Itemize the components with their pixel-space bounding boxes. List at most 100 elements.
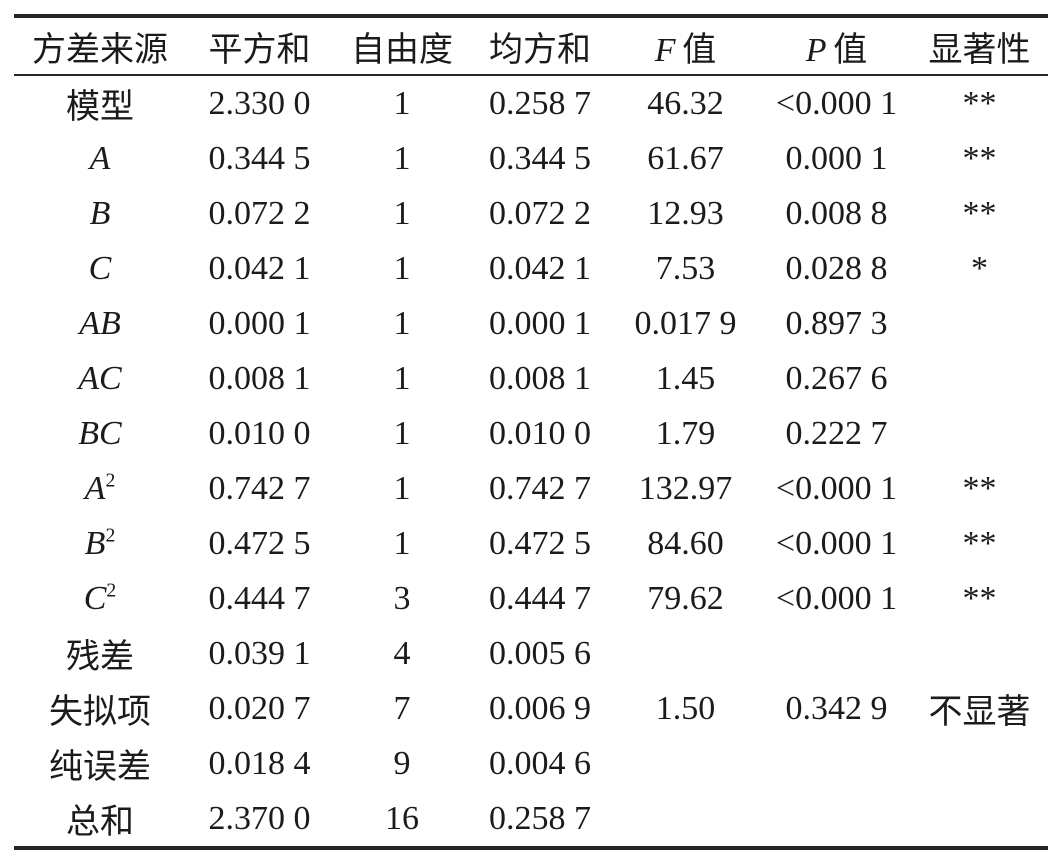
cell-p-value: 0.028 8: [785, 249, 888, 287]
cell-significance: 不显著: [928, 694, 1031, 731]
cell-df: 1: [393, 139, 411, 177]
cell-sum-squares: 0.344 5: [208, 139, 311, 177]
cell-df: 16: [385, 799, 419, 837]
cell-source: AB: [79, 304, 121, 342]
cell-df: 1: [393, 304, 411, 342]
cell-significance: **: [962, 469, 997, 507]
cell-significance: *: [971, 249, 988, 287]
cell-p-value: 0.342 9: [785, 689, 888, 727]
cell-significance: [911, 351, 1048, 406]
anova-table: 方差来源 平方和 自由度 均方和 F 值 P 值 显著性 模型 2.330 0 1 0.25…: [14, 14, 1048, 850]
cell-significance: **: [962, 139, 997, 177]
table-row: 失拟项 0.020 7 7 0.006 9 1.50 0.342 9 不显著: [14, 681, 1048, 736]
cell-mean-square: 0.444 7: [489, 579, 591, 617]
table-row: 纯误差 0.018 4 9 0.004 6: [14, 736, 1048, 791]
cell-mean-square: 0.472 5: [489, 524, 591, 562]
cell-f-value: 0.017 9: [634, 304, 737, 342]
column-header: 方差来源: [32, 31, 168, 69]
cell-p-value: 0.008 8: [785, 194, 888, 232]
cell-significance: **: [962, 194, 997, 232]
cell-source: A2: [84, 469, 116, 507]
table-row: 总和 2.370 0 16 0.258 7: [14, 791, 1048, 848]
cell-df: 3: [393, 579, 411, 617]
cell-source: AC: [78, 359, 122, 397]
cell-p-value: <0.000 1: [775, 84, 898, 122]
cell-significance: **: [962, 84, 997, 122]
cell-mean-square: 0.072 2: [489, 194, 591, 232]
column-header: 显著性: [928, 31, 1031, 69]
cell-p-value: <0.000 1: [775, 469, 898, 507]
cell-sum-squares: 2.370 0: [208, 799, 311, 837]
cell-significance: [911, 791, 1048, 848]
table-row: B 0.072 2 1 0.072 2 12.93 0.008 8 **: [14, 186, 1048, 241]
table-row: A2 0.742 7 1 0.742 7 132.97 <0.000 1 **: [14, 461, 1048, 516]
anova-table-container: 方差来源 平方和 自由度 均方和 F 值 P 值 显著性 模型 2.330 0 1 0.25…: [14, 14, 1048, 850]
cell-source: 总和: [66, 804, 134, 841]
cell-df: 1: [393, 249, 411, 287]
cell-significance: **: [962, 579, 997, 617]
column-header: P 值: [805, 31, 868, 69]
cell-f-value: 79.62: [647, 579, 724, 617]
cell-p-value: 0.222 7: [785, 414, 888, 452]
cell-df: 4: [393, 634, 411, 672]
cell-source: A: [89, 139, 111, 177]
cell-p-value: [762, 791, 911, 848]
cell-p-value: [762, 736, 911, 791]
cell-p-value: 0.267 6: [785, 359, 888, 397]
cell-mean-square: 0.258 7: [489, 84, 591, 122]
cell-source: C: [88, 249, 112, 287]
cell-mean-square: 0.004 6: [489, 744, 591, 782]
cell-source: C2: [83, 579, 117, 617]
column-header: 自由度: [351, 31, 453, 69]
cell-sum-squares: 0.472 5: [208, 524, 311, 562]
cell-f-value: 7.53: [655, 249, 716, 287]
cell-source: 失拟项: [49, 694, 151, 731]
cell-sum-squares: 0.039 1: [208, 634, 311, 672]
cell-f-value: 61.67: [647, 139, 724, 177]
cell-df: 1: [393, 194, 411, 232]
cell-f-value: 132.97: [638, 469, 733, 507]
cell-sum-squares: 0.000 1: [208, 304, 311, 342]
cell-sum-squares: 0.742 7: [208, 469, 311, 507]
cell-f-value: 1.50: [655, 689, 716, 727]
cell-source: B: [89, 194, 111, 232]
cell-significance: [911, 736, 1048, 791]
cell-df: 1: [393, 359, 411, 397]
table-row: BC 0.010 0 1 0.010 0 1.79 0.222 7: [14, 406, 1048, 461]
cell-sum-squares: 0.018 4: [208, 744, 311, 782]
cell-mean-square: 0.042 1: [489, 249, 591, 287]
table-row: 残差 0.039 1 4 0.005 6: [14, 626, 1048, 681]
cell-mean-square: 0.006 9: [489, 689, 591, 727]
cell-p-value: 0.000 1: [785, 139, 888, 177]
cell-sum-squares: 2.330 0: [208, 84, 311, 122]
cell-f-value: [609, 791, 762, 848]
table-row: A 0.344 5 1 0.344 5 61.67 0.000 1 **: [14, 131, 1048, 186]
table-body: 模型 2.330 0 1 0.258 7 46.32 <0.000 1 ** A…: [14, 75, 1048, 848]
table-row: AB 0.000 1 1 0.000 1 0.017 9 0.897 3: [14, 296, 1048, 351]
column-header: F 值: [654, 31, 717, 69]
cell-source: BC: [78, 414, 122, 452]
header-row: 方差来源 平方和 自由度 均方和 F 值 P 值 显著性: [14, 16, 1048, 75]
cell-f-value: [609, 626, 762, 681]
cell-f-value: 1.45: [655, 359, 716, 397]
cell-sum-squares: 0.008 1: [208, 359, 311, 397]
cell-source: B2: [84, 524, 116, 562]
table-row: C2 0.444 7 3 0.444 7 79.62 <0.000 1 **: [14, 571, 1048, 626]
cell-mean-square: 0.008 1: [489, 359, 591, 397]
cell-df: 1: [393, 469, 411, 507]
cell-significance: [911, 406, 1048, 461]
cell-df: 1: [393, 414, 411, 452]
cell-mean-square: 0.742 7: [489, 469, 591, 507]
cell-mean-square: 0.005 6: [489, 634, 591, 672]
table-header: 方差来源 平方和 自由度 均方和 F 值 P 值 显著性: [14, 16, 1048, 75]
cell-p-value: 0.897 3: [785, 304, 888, 342]
cell-mean-square: 0.000 1: [489, 304, 591, 342]
column-header: 平方和: [208, 31, 311, 69]
cell-significance: [911, 626, 1048, 681]
cell-p-value: [762, 626, 911, 681]
cell-df: 1: [393, 524, 411, 562]
cell-f-value: 1.79: [655, 414, 716, 452]
cell-p-value: <0.000 1: [775, 524, 898, 562]
cell-mean-square: 0.344 5: [489, 139, 591, 177]
table-row: AC 0.008 1 1 0.008 1 1.45 0.267 6: [14, 351, 1048, 406]
